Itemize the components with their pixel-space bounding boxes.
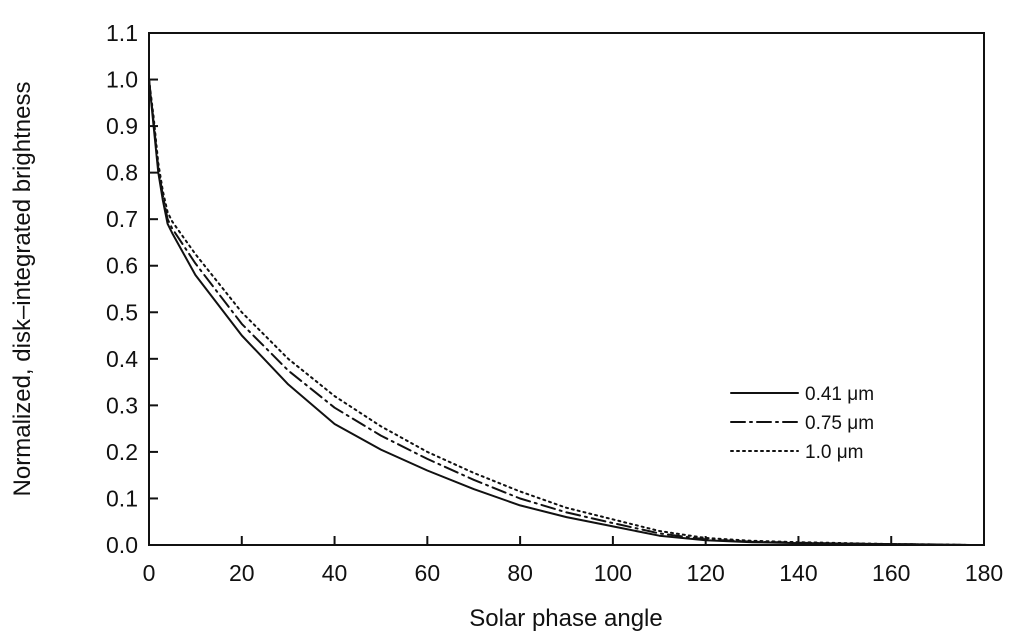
y-tick-label: 0.2 (106, 439, 138, 465)
y-tick-label: 0.9 (106, 113, 138, 139)
x-tick-label: 80 (507, 560, 533, 586)
x-tick-label: 180 (965, 560, 1003, 586)
x-tick-label: 40 (322, 560, 348, 586)
y-axis-title: Normalized, disk–integrated brightness (9, 82, 36, 497)
y-tick-label: 0.4 (106, 346, 138, 372)
x-axis: 0 20 40 60 80 100 120 140 160 180 (143, 536, 1003, 586)
x-tick-label: 140 (779, 560, 817, 586)
legend-label-1: 0.41 μm (805, 384, 874, 405)
y-tick-label: 1.0 (106, 67, 138, 93)
x-tick-label: 20 (229, 560, 255, 586)
y-tick-label: 0.6 (106, 253, 138, 279)
y-tick-label: 0.8 (106, 160, 138, 186)
legend-label-3: 1.0 μm (805, 442, 863, 463)
plot-frame (148, 32, 985, 546)
x-tick-label: 160 (872, 560, 910, 586)
x-axis-title: Solar phase angle (469, 605, 662, 632)
y-tick-label: 0.0 (106, 532, 138, 558)
series-line-2 (148, 78, 972, 546)
series-line-3 (148, 78, 972, 546)
x-tick-label: 100 (594, 560, 632, 586)
y-tick-label: 0.5 (106, 299, 138, 325)
x-tick-label: 0 (143, 560, 156, 586)
y-tick-label: 0.3 (106, 392, 138, 418)
x-tick-label: 120 (686, 560, 724, 586)
y-tick-label: 0.1 (106, 485, 138, 511)
y-tick-label: 1.1 (106, 20, 138, 46)
legend: 0.41 μm 0.75 μm 1.0 μm (730, 384, 874, 463)
series-line-1 (148, 78, 972, 546)
x-tick-label: 60 (415, 560, 441, 586)
legend-label-2: 0.75 μm (805, 413, 874, 434)
series-layer (148, 78, 972, 546)
y-tick-label: 0.7 (106, 206, 138, 232)
y-axis: 0.0 0.1 0.2 0.3 0.4 0.5 0.6 0.7 0.8 0.9 1.0 1.1 (106, 20, 158, 558)
